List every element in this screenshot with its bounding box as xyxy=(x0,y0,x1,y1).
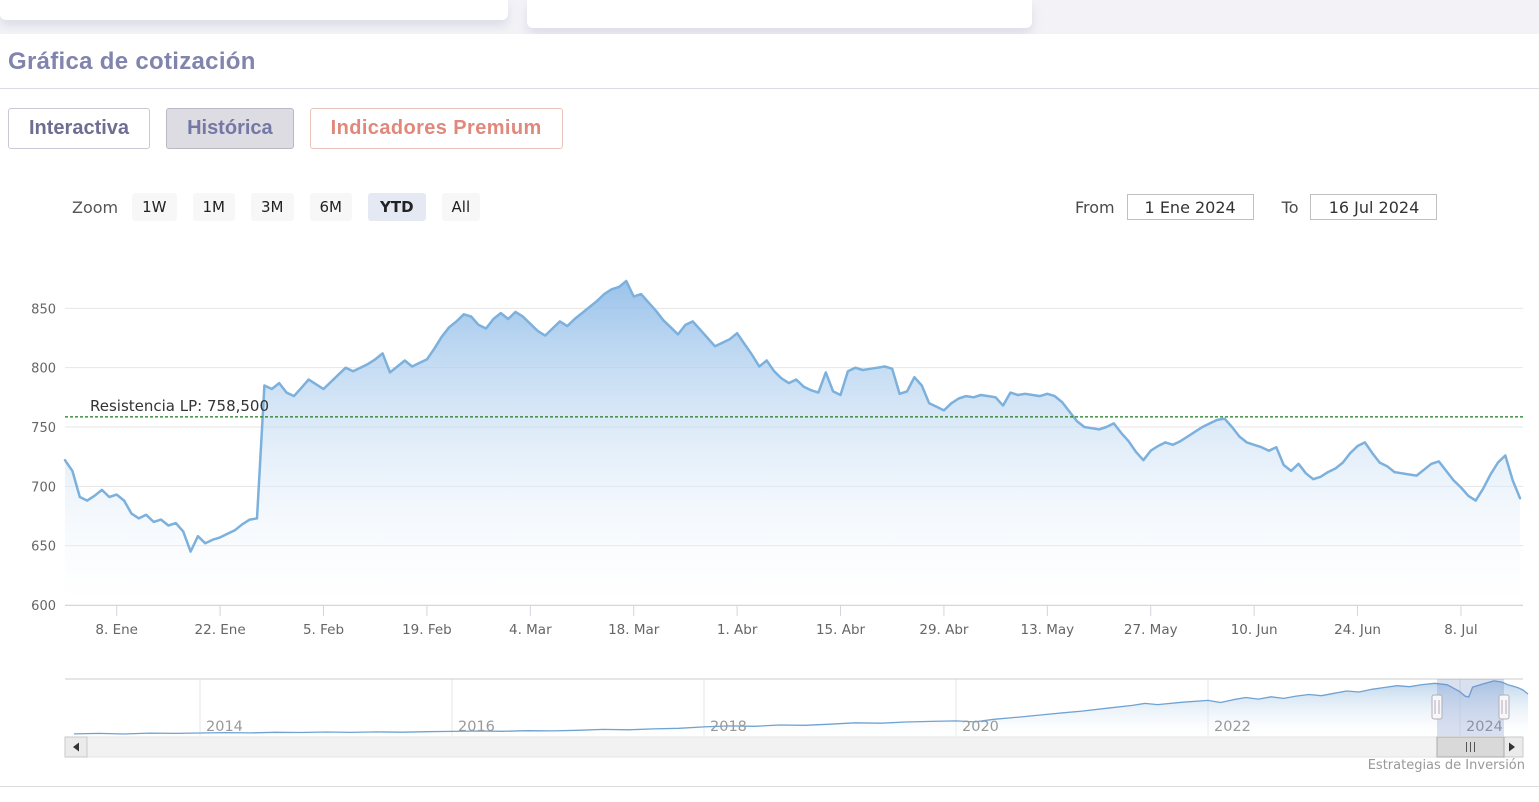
scrollbar-track[interactable] xyxy=(64,736,1524,758)
price-area xyxy=(65,281,1520,605)
navigator-year-label: 2024 xyxy=(1466,719,1503,735)
range-selector: Zoom 1W 1M 3M 6M YTD All xyxy=(72,192,496,222)
tab-historica[interactable]: Histórica xyxy=(166,108,294,149)
navigator-year-label: 2020 xyxy=(962,719,999,735)
top-strip xyxy=(0,0,1539,34)
x-axis-label: 15. Abr xyxy=(816,622,866,638)
x-axis-label: 8. Ene xyxy=(95,622,138,638)
navigator-selected-range[interactable] xyxy=(1437,679,1504,736)
zoom-button-1m[interactable]: 1M xyxy=(192,193,235,221)
x-axis-label: 13. May xyxy=(1021,622,1075,638)
main-plot-area[interactable] xyxy=(65,260,1523,605)
top-card-left xyxy=(0,0,508,20)
bottom-divider xyxy=(0,786,1539,787)
zoom-button-6m[interactable]: 6M xyxy=(309,193,352,221)
x-axis-label: 10. Jun xyxy=(1231,622,1278,638)
navigator-area xyxy=(74,680,1528,736)
y-axis-label: 800 xyxy=(31,362,56,377)
y-axis-label: 850 xyxy=(31,302,56,317)
x-axis-label: 18. Mar xyxy=(608,622,660,638)
date-range-inputs: From To xyxy=(1075,192,1438,222)
navigator-left-handle[interactable] xyxy=(1431,694,1443,720)
scrollbar-thumb[interactable] xyxy=(1436,736,1505,758)
to-date-input[interactable] xyxy=(1310,194,1438,220)
tab-interactiva[interactable]: Interactiva xyxy=(8,108,151,149)
top-card-right xyxy=(527,0,1032,28)
x-axis-label: 24. Jun xyxy=(1334,622,1381,638)
chart-mode-tabs: Interactiva Histórica Indicadores Premiu… xyxy=(8,108,563,149)
resistance-label: Resistencia LP: 758,500 xyxy=(90,397,269,415)
navigator-year-label: 2022 xyxy=(1214,719,1251,735)
zoom-button-all[interactable]: All xyxy=(441,193,481,221)
navigator-line xyxy=(73,680,1529,735)
x-axis-label: 19. Feb xyxy=(402,622,452,638)
price-line xyxy=(63,279,1522,553)
zoom-button-ytd[interactable]: YTD xyxy=(368,193,426,221)
scrollbar-left-arrow-icon xyxy=(73,742,79,752)
navigator-year-label: 2018 xyxy=(710,719,747,735)
credit-link[interactable]: Estrategias de Inversión xyxy=(1367,758,1525,773)
y-axis-label: 600 xyxy=(31,599,56,614)
x-axis-label: 22. Ene xyxy=(195,622,246,638)
x-axis-label: 8. Jul xyxy=(1444,622,1477,638)
x-axis-label: 4. Mar xyxy=(509,622,552,638)
y-axis-label: 650 xyxy=(31,540,56,555)
x-axis-label: 27. May xyxy=(1124,622,1178,638)
x-axis-label: 5. Feb xyxy=(303,622,344,638)
zoom-label: Zoom xyxy=(72,197,119,217)
y-axis-label: 750 xyxy=(31,421,56,436)
navigator-year-label: 2016 xyxy=(458,719,495,735)
x-axis-label: 29. Abr xyxy=(919,622,969,638)
y-axis-label: 700 xyxy=(31,480,56,495)
zoom-button-1w[interactable]: 1W xyxy=(132,193,177,221)
tab-indicadores-premium[interactable]: Indicadores Premium xyxy=(309,108,563,149)
from-date-input[interactable] xyxy=(1126,194,1254,220)
title-divider xyxy=(0,88,1539,89)
navigator-and-scrollbar[interactable]: 2014 2016 2018 2020 2022 2024 xyxy=(0,670,1539,770)
page-title: Gráfica de cotización xyxy=(8,48,256,75)
to-label: To xyxy=(1281,197,1299,217)
main-price-chart[interactable]: 600 650 700 750 800 850 Resistencia LP: 758,50… xyxy=(0,240,1539,670)
zoom-button-3m[interactable]: 3M xyxy=(251,193,294,221)
from-label: From xyxy=(1075,197,1115,217)
navigator-year-label: 2014 xyxy=(206,719,243,735)
navigator-right-handle[interactable] xyxy=(1498,694,1510,720)
x-axis-label: 1. Abr xyxy=(717,622,758,638)
scrollbar-right-arrow-icon xyxy=(1509,742,1515,752)
